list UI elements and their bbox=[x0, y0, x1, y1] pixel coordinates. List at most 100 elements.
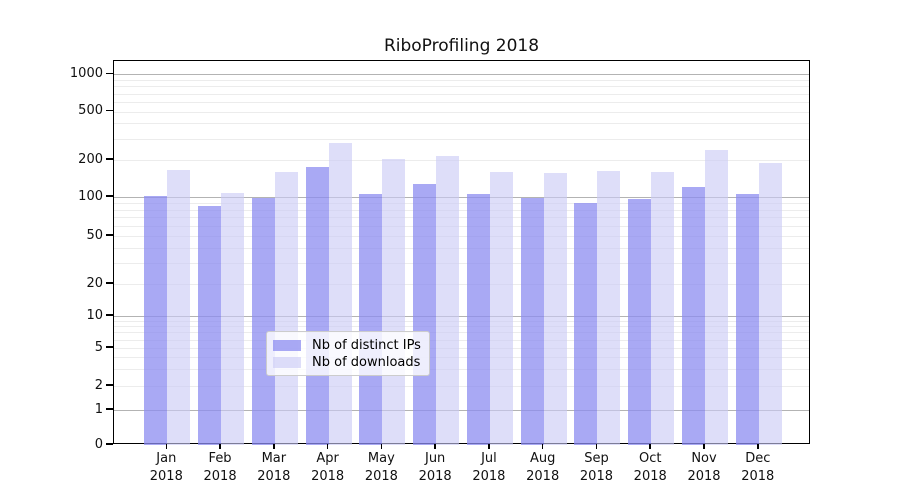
minor-gridline bbox=[114, 236, 809, 237]
bar-ips-nov bbox=[682, 186, 705, 445]
minor-gridline bbox=[114, 111, 809, 113]
minor-gridline bbox=[114, 202, 809, 204]
x-tick-month: Jul bbox=[481, 451, 497, 466]
minor-gridline bbox=[114, 386, 809, 387]
x-tick-month: Sep bbox=[584, 451, 609, 466]
x-tick bbox=[326, 444, 329, 449]
y-tick-label: 50 bbox=[86, 227, 103, 243]
minor-gridline bbox=[114, 247, 809, 249]
minor-gridline bbox=[114, 86, 809, 88]
x-tick-year: 2018 bbox=[311, 469, 345, 484]
x-tick-year: 2018 bbox=[687, 469, 721, 484]
x-tick-month: Dec bbox=[745, 451, 771, 466]
x-tick-month: Feb bbox=[208, 451, 232, 466]
x-tick-month: Jun bbox=[424, 451, 446, 466]
x-tick-year: 2018 bbox=[526, 469, 560, 484]
bar-ips-aug bbox=[520, 197, 544, 445]
y-tick bbox=[106, 443, 113, 445]
bar-downloads-jul bbox=[489, 171, 513, 445]
x-tick-year: 2018 bbox=[579, 469, 613, 484]
bar-ips-may bbox=[359, 194, 383, 445]
x-tick-label: Mar 2018 bbox=[246, 450, 302, 486]
legend-swatch-downloads-icon bbox=[273, 357, 301, 368]
y-tick bbox=[106, 282, 113, 284]
x-tick-month: Apr bbox=[316, 451, 339, 466]
bar-ips-jan bbox=[144, 195, 168, 445]
x-tick bbox=[488, 444, 490, 449]
legend-label-downloads: Nb of downloads bbox=[312, 355, 421, 370]
bar-ips-dec bbox=[735, 193, 759, 445]
minor-gridline bbox=[114, 348, 809, 349]
x-tick-year: 2018 bbox=[472, 469, 506, 484]
x-tick-year: 2018 bbox=[364, 469, 398, 484]
x-tick-label: Oct 2018 bbox=[622, 450, 678, 486]
bar-downloads-nov bbox=[705, 150, 728, 445]
legend: Nb of distinct IPs Nb of downloads bbox=[266, 331, 430, 376]
minor-gridline bbox=[114, 284, 809, 285]
y-tick-label: 5 bbox=[94, 339, 103, 355]
x-tick bbox=[219, 444, 221, 449]
y-tick-label: 0 bbox=[94, 436, 103, 452]
minor-gridline bbox=[114, 332, 809, 334]
minor-gridline bbox=[114, 93, 809, 95]
x-tick-year: 2018 bbox=[418, 469, 452, 484]
x-tick-year: 2018 bbox=[257, 469, 291, 484]
y-tick-label: 10 bbox=[86, 307, 103, 323]
minor-gridline bbox=[114, 326, 809, 328]
bar-downloads-dec bbox=[758, 162, 782, 445]
y-tick bbox=[106, 314, 113, 316]
x-tick-month: May bbox=[367, 451, 395, 466]
chart-title: RiboProfiling 2018 bbox=[383, 36, 540, 56]
legend-row-downloads: Nb of downloads bbox=[267, 354, 429, 371]
bar-downloads-may bbox=[382, 159, 406, 445]
y-tick-label: 1 bbox=[94, 401, 103, 417]
x-tick-label: Jan 2018 bbox=[138, 450, 194, 486]
bar-downloads-jan bbox=[167, 170, 191, 445]
x-tick-label: Sep 2018 bbox=[568, 450, 624, 486]
minor-gridline bbox=[114, 225, 809, 227]
bar-downloads-apr bbox=[328, 142, 352, 445]
x-tick-month: Jan bbox=[156, 451, 177, 466]
minor-gridline bbox=[114, 339, 809, 341]
bar-ips-apr bbox=[305, 166, 329, 445]
x-tick bbox=[757, 444, 759, 449]
x-tick-month: Aug bbox=[529, 451, 556, 466]
x-tick-label: Jul 2018 bbox=[461, 450, 517, 486]
x-tick-month: Nov bbox=[691, 451, 717, 466]
legend-swatch-ips-icon bbox=[273, 340, 301, 351]
y-tick bbox=[106, 234, 113, 236]
x-tick bbox=[595, 444, 598, 449]
x-tick bbox=[165, 444, 168, 449]
x-tick-year: 2018 bbox=[741, 469, 775, 484]
y-tick bbox=[106, 384, 113, 386]
x-tick-label: May 2018 bbox=[353, 450, 409, 486]
major-gridline bbox=[114, 316, 809, 317]
y-tick-label: 200 bbox=[78, 151, 103, 167]
minor-gridline bbox=[114, 101, 809, 103]
y-tick-label: 100 bbox=[78, 188, 103, 204]
x-tick-label: Aug 2018 bbox=[515, 450, 571, 486]
bar-downloads-feb bbox=[221, 193, 245, 445]
bar-downloads-sep bbox=[597, 170, 621, 445]
minor-gridline bbox=[114, 217, 809, 219]
bar-downloads-mar bbox=[274, 171, 298, 445]
x-tick-label: Feb 2018 bbox=[192, 450, 248, 486]
y-tick bbox=[106, 158, 113, 160]
x-tick bbox=[703, 444, 705, 449]
minor-gridline bbox=[114, 320, 809, 322]
legend-row-ips: Nb of distinct IPs bbox=[267, 337, 429, 354]
bar-downloads-jun bbox=[436, 156, 460, 445]
y-tick-label: 2 bbox=[94, 377, 103, 393]
bar-ips-sep bbox=[574, 202, 598, 445]
x-tick-label: Apr 2018 bbox=[300, 450, 356, 486]
minor-gridline bbox=[114, 160, 809, 161]
y-tick-label: 500 bbox=[78, 103, 103, 119]
major-gridline bbox=[114, 410, 809, 411]
legend-label-ips: Nb of distinct IPs bbox=[312, 338, 421, 353]
x-tick bbox=[273, 444, 275, 449]
minor-gridline bbox=[114, 262, 809, 264]
bar-downloads-oct bbox=[651, 171, 675, 445]
x-tick-year: 2018 bbox=[203, 469, 237, 484]
bar-ips-feb bbox=[198, 206, 222, 445]
x-tick bbox=[649, 444, 651, 449]
